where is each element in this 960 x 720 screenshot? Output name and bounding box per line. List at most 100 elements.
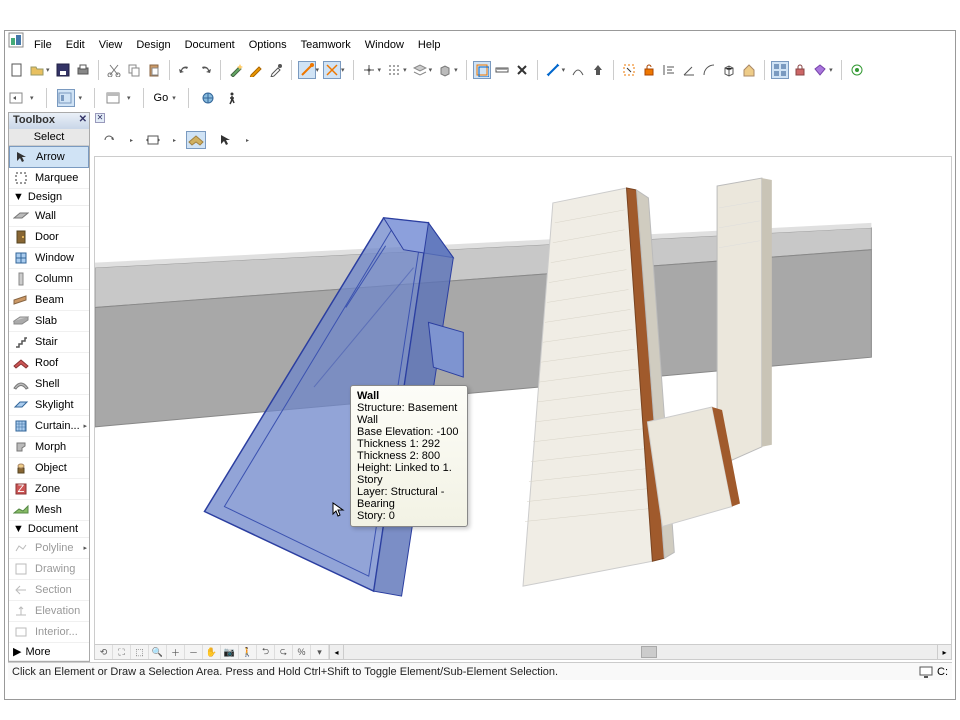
tool-marquee[interactable]: Marquee (9, 168, 89, 189)
tool-beam[interactable]: Beam (9, 290, 89, 311)
dots-icon[interactable] (385, 61, 403, 79)
tool-zone[interactable]: ZZone (9, 479, 89, 500)
menu-help[interactable]: Help (412, 37, 447, 55)
tool-morph[interactable]: Morph (9, 437, 89, 458)
menu-design[interactable]: Design (130, 37, 176, 55)
vb-camera-icon[interactable]: 📷 (221, 645, 239, 659)
tool-shell[interactable]: Shell (9, 374, 89, 395)
toolbox-document-section[interactable]: ▼ Document (9, 521, 89, 538)
tool-slab[interactable]: Slab (9, 311, 89, 332)
view-cursor-icon[interactable] (216, 131, 236, 149)
eyedropper-icon[interactable] (267, 61, 285, 79)
tool-drawing[interactable]: Drawing (9, 559, 89, 580)
menu-window[interactable]: Window (359, 37, 410, 55)
vb-next-icon[interactable]: ⮎ (275, 645, 293, 659)
vb-pan-icon[interactable]: ✋ (203, 645, 221, 659)
menu-edit[interactable]: Edit (60, 37, 91, 55)
dots-dropdown-icon[interactable]: ▾ (403, 66, 407, 74)
cut-icon[interactable] (105, 61, 123, 79)
copy-icon[interactable] (125, 61, 143, 79)
box-dropdown-icon[interactable]: ▾ (454, 66, 458, 74)
view-mode-dropdown-icon[interactable]: ▾ (79, 94, 83, 102)
tool-window[interactable]: Window (9, 248, 89, 269)
box-icon[interactable] (436, 61, 454, 79)
grid-snap-dropdown-icon[interactable]: ▾ (378, 66, 382, 74)
toolbox-more[interactable]: ▶ More (9, 643, 89, 661)
view-3d-icon[interactable] (186, 131, 206, 149)
tool-door[interactable]: Door (9, 227, 89, 248)
ruler-icon[interactable] (493, 61, 511, 79)
snap-ortho-icon[interactable] (323, 61, 341, 79)
snap-dropdown-1-icon[interactable]: ▾ (316, 66, 320, 74)
tool-roof[interactable]: Roof (9, 353, 89, 374)
x-icon[interactable] (513, 61, 531, 79)
grid-view-icon[interactable] (771, 61, 789, 79)
measure-icon[interactable] (544, 61, 562, 79)
tool-interior[interactable]: Interior... (9, 622, 89, 643)
angle-icon[interactable] (680, 61, 698, 79)
trace-ref-icon[interactable] (473, 61, 491, 79)
new-file-icon[interactable] (8, 61, 26, 79)
go-button[interactable]: Go (154, 92, 169, 104)
vb-zoomin-icon[interactable]: ＋ (167, 645, 185, 659)
open-file-icon[interactable] (28, 61, 46, 79)
wand-icon[interactable] (227, 61, 245, 79)
home-icon[interactable] (740, 61, 758, 79)
vb-walk-icon[interactable]: 🚶 (239, 645, 257, 659)
tool-polyline[interactable]: Polyline▸ (9, 538, 89, 559)
paste-icon[interactable] (145, 61, 163, 79)
move-up-icon[interactable] (589, 61, 607, 79)
arc-icon[interactable] (700, 61, 718, 79)
globe-icon[interactable] (199, 89, 217, 107)
menu-view[interactable]: View (93, 37, 129, 55)
go-dropdown-icon[interactable]: ▾ (172, 94, 176, 102)
menu-options[interactable]: Options (243, 37, 293, 55)
tool-object[interactable]: Object (9, 458, 89, 479)
pencil-icon[interactable] (247, 61, 265, 79)
target-icon[interactable] (848, 61, 866, 79)
nav-back-dropdown-icon[interactable]: ▾ (30, 94, 34, 102)
3d-viewport[interactable] (94, 156, 952, 648)
unlock-icon[interactable] (640, 61, 658, 79)
redo-icon[interactable] (196, 61, 214, 79)
vb-zoomwin-icon[interactable]: ⬚ (131, 645, 149, 659)
tool-mesh[interactable]: Mesh (9, 500, 89, 521)
hscroll-left-icon[interactable]: ◂ (329, 645, 343, 659)
window-icon[interactable] (105, 89, 123, 107)
undo-icon[interactable] (176, 61, 194, 79)
snap-dropdown-2-icon[interactable]: ▾ (341, 66, 345, 74)
tool-column[interactable]: Column (9, 269, 89, 290)
walk-icon[interactable] (223, 89, 241, 107)
toolbox-close-icon[interactable]: ✕ (79, 114, 87, 125)
layers-icon[interactable] (411, 61, 429, 79)
vb-zoomout-icon[interactable]: － (185, 645, 203, 659)
tool-arrow[interactable]: Arrow (9, 146, 89, 168)
menu-document[interactable]: Document (179, 37, 241, 55)
layers-dropdown-icon[interactable]: ▾ (429, 66, 433, 74)
menu-teamwork[interactable]: Teamwork (295, 37, 357, 55)
vb-fit-icon[interactable]: ⛶ (113, 645, 131, 659)
tool-wall[interactable]: Wall (9, 206, 89, 227)
nav-back-icon[interactable] (8, 89, 26, 107)
tool-skylight[interactable]: Skylight (9, 395, 89, 416)
align-icon[interactable] (660, 61, 678, 79)
grid-snap-icon[interactable] (360, 61, 378, 79)
save-icon[interactable] (54, 61, 72, 79)
box3d-icon[interactable] (720, 61, 738, 79)
vb-scale-icon[interactable]: % (293, 645, 311, 659)
view-pan-icon[interactable] (143, 131, 163, 149)
doc-tab-close-icon[interactable]: ✕ (95, 113, 105, 123)
tool-section[interactable]: Section (9, 580, 89, 601)
gem-dropdown-icon[interactable]: ▾ (829, 66, 833, 74)
tool-stair[interactable]: Stair (9, 332, 89, 353)
select-all-icon[interactable] (620, 61, 638, 79)
window-dropdown-icon[interactable]: ▾ (127, 94, 131, 102)
vb-orbit-icon[interactable]: ⟲ (95, 645, 113, 659)
hscroll-thumb[interactable] (641, 646, 657, 658)
vb-prev-icon[interactable]: ⮌ (257, 645, 275, 659)
hscroll-right-icon[interactable]: ▸ (937, 645, 951, 659)
toolbox-design-section[interactable]: ▼ Design (9, 189, 89, 206)
print-icon[interactable] (74, 61, 92, 79)
curve-icon[interactable] (569, 61, 587, 79)
view-mode-icon[interactable] (57, 89, 75, 107)
